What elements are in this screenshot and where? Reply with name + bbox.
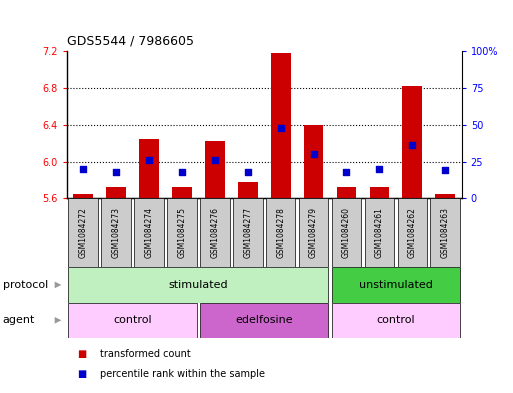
Bar [271, 53, 290, 198]
Bar [402, 86, 422, 198]
Bar [73, 194, 93, 198]
Text: GSM1084277: GSM1084277 [243, 208, 252, 258]
Text: GSM1084273: GSM1084273 [111, 208, 121, 258]
Text: GSM1084278: GSM1084278 [276, 208, 285, 258]
FancyBboxPatch shape [365, 198, 394, 267]
Text: stimulated: stimulated [169, 280, 228, 290]
Point [441, 167, 449, 174]
Text: GSM1084276: GSM1084276 [210, 208, 220, 258]
Text: ■: ■ [77, 349, 86, 359]
Point [376, 166, 384, 172]
Bar [436, 194, 455, 198]
Text: transformed count: transformed count [100, 349, 191, 359]
Bar [172, 187, 192, 198]
Text: protocol: protocol [3, 280, 48, 290]
FancyBboxPatch shape [266, 198, 295, 267]
Text: GSM1084279: GSM1084279 [309, 208, 318, 258]
Text: edelfosine: edelfosine [235, 315, 293, 325]
Text: GSM1084262: GSM1084262 [408, 208, 417, 258]
Point [145, 157, 153, 163]
FancyBboxPatch shape [332, 303, 460, 338]
Text: GSM1084263: GSM1084263 [441, 208, 450, 258]
Bar [337, 187, 357, 198]
FancyBboxPatch shape [430, 198, 460, 267]
Point [277, 125, 285, 131]
Bar [304, 125, 323, 198]
Text: GSM1084261: GSM1084261 [375, 208, 384, 258]
Text: control: control [377, 315, 415, 325]
Point [309, 151, 318, 157]
FancyBboxPatch shape [233, 198, 263, 267]
Bar [205, 141, 225, 198]
Point [342, 169, 350, 175]
Point [244, 169, 252, 175]
Point [79, 166, 87, 172]
Point [211, 157, 219, 163]
FancyBboxPatch shape [68, 267, 328, 303]
FancyBboxPatch shape [200, 303, 328, 338]
FancyBboxPatch shape [200, 198, 230, 267]
Point [408, 142, 417, 149]
FancyBboxPatch shape [167, 198, 196, 267]
Bar [369, 187, 389, 198]
Point [112, 169, 120, 175]
FancyBboxPatch shape [101, 198, 131, 267]
Text: unstimulated: unstimulated [359, 280, 433, 290]
Text: GSM1084275: GSM1084275 [177, 208, 186, 258]
Text: GSM1084274: GSM1084274 [145, 208, 153, 258]
FancyBboxPatch shape [68, 198, 98, 267]
Text: agent: agent [3, 315, 35, 325]
Bar [106, 187, 126, 198]
Text: ■: ■ [77, 369, 86, 379]
Text: GSM1084260: GSM1084260 [342, 208, 351, 258]
Bar [139, 139, 159, 198]
FancyBboxPatch shape [398, 198, 427, 267]
FancyBboxPatch shape [299, 198, 328, 267]
FancyBboxPatch shape [68, 303, 196, 338]
FancyBboxPatch shape [134, 198, 164, 267]
Text: control: control [113, 315, 152, 325]
Text: percentile rank within the sample: percentile rank within the sample [100, 369, 265, 379]
Point [178, 169, 186, 175]
FancyBboxPatch shape [332, 267, 460, 303]
Text: GSM1084272: GSM1084272 [78, 208, 88, 258]
Text: GDS5544 / 7986605: GDS5544 / 7986605 [67, 34, 194, 47]
FancyBboxPatch shape [332, 198, 361, 267]
Bar [238, 182, 258, 198]
